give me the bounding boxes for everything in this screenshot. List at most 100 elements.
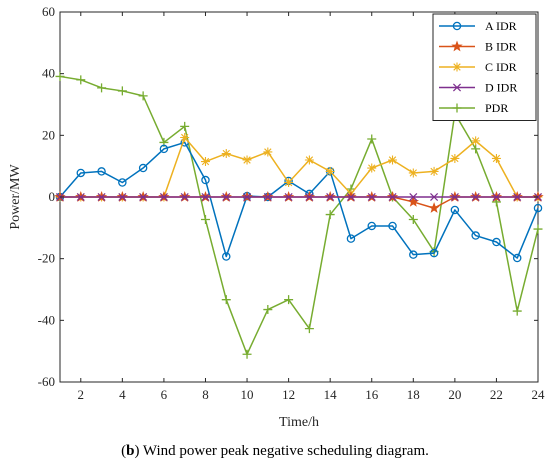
caption-panel-letter: b xyxy=(126,443,135,459)
data-point-shape xyxy=(263,192,272,202)
data-point-shape xyxy=(305,192,314,202)
data-point xyxy=(284,192,293,202)
data-point-shape xyxy=(117,86,127,96)
x-tick-label: 12 xyxy=(282,387,295,402)
data-point xyxy=(325,166,335,176)
data-point-shape xyxy=(118,192,127,202)
legend-marker-shape xyxy=(452,103,462,113)
data-point xyxy=(180,132,190,142)
y-tick-label: -60 xyxy=(38,374,55,389)
data-point xyxy=(180,121,190,131)
legend-marker-shape xyxy=(452,83,462,92)
data-point xyxy=(117,86,127,96)
data-point xyxy=(180,192,189,202)
x-tick-label: 22 xyxy=(490,387,503,402)
data-point-shape xyxy=(388,221,397,231)
data-point-shape xyxy=(409,192,418,202)
data-point xyxy=(533,224,543,234)
data-point xyxy=(221,149,231,159)
data-point xyxy=(304,155,314,165)
data-point xyxy=(346,234,356,243)
x-axis-label: Time/h xyxy=(279,415,319,430)
legend-entry: D IDR xyxy=(439,81,517,95)
legend-marker xyxy=(452,103,462,113)
data-point-shape xyxy=(471,192,480,202)
legend-label: A IDR xyxy=(485,19,517,33)
data-point xyxy=(367,134,377,144)
data-point xyxy=(409,192,418,202)
data-point-shape xyxy=(200,157,210,167)
data-point xyxy=(243,192,252,202)
data-point-shape xyxy=(76,192,85,202)
data-point-shape xyxy=(118,178,127,187)
data-point-shape xyxy=(139,192,148,202)
x-tick-label: 14 xyxy=(324,387,338,402)
data-point-shape xyxy=(450,192,459,202)
x-tick-label: 24 xyxy=(532,387,546,402)
caption-open: ( xyxy=(121,443,127,459)
figure-caption: (b) Wind power peak negative scheduling … xyxy=(0,443,550,460)
data-point xyxy=(367,192,376,202)
data-point-shape xyxy=(408,215,418,225)
legend-label: B IDR xyxy=(485,40,517,54)
data-point-shape xyxy=(325,210,335,220)
x-tick-label: 6 xyxy=(161,387,168,402)
data-point xyxy=(450,192,459,202)
data-point-shape xyxy=(471,136,481,146)
data-point-shape xyxy=(242,155,252,165)
y-tick-label: -40 xyxy=(38,312,55,327)
data-point-shape xyxy=(284,192,293,202)
data-point xyxy=(242,155,252,165)
legend-entry: A IDR xyxy=(439,19,517,33)
data-point xyxy=(471,192,480,202)
data-point-shape xyxy=(471,144,481,154)
legend-entry: C IDR xyxy=(439,60,517,74)
legend-label: PDR xyxy=(485,101,508,115)
data-point xyxy=(346,192,355,202)
data-point-shape xyxy=(201,175,210,185)
data-point-shape xyxy=(97,167,106,176)
data-point xyxy=(76,192,85,202)
data-point xyxy=(305,192,314,202)
data-point-shape xyxy=(450,153,460,163)
x-tick-label: 2 xyxy=(78,387,85,402)
data-point xyxy=(97,83,107,93)
legend-marker xyxy=(451,40,463,52)
data-point xyxy=(325,210,335,220)
data-point xyxy=(491,153,501,163)
data-point-shape xyxy=(512,253,522,263)
legend-marker-shape xyxy=(452,21,462,31)
legend-entry: PDR xyxy=(439,101,508,115)
data-point xyxy=(492,192,501,202)
data-point xyxy=(471,231,480,240)
data-point xyxy=(408,215,418,225)
data-point xyxy=(388,155,398,165)
x-tick-label: 8 xyxy=(202,387,209,402)
data-point xyxy=(118,192,127,202)
data-point xyxy=(367,221,376,231)
data-point xyxy=(138,163,148,173)
legend-label: D IDR xyxy=(485,81,517,95)
data-point xyxy=(159,144,169,154)
data-point xyxy=(222,252,231,261)
data-point-shape xyxy=(325,166,335,176)
data-point-shape xyxy=(76,75,86,85)
data-point-shape xyxy=(367,221,376,231)
data-point-shape xyxy=(97,192,106,202)
data-point-shape xyxy=(491,153,501,163)
x-tick-label: 16 xyxy=(365,387,379,402)
data-point-shape xyxy=(180,192,189,202)
data-point-shape xyxy=(367,134,377,144)
data-point-shape xyxy=(200,215,210,225)
data-point-shape xyxy=(221,149,231,159)
data-point xyxy=(138,91,148,101)
data-point xyxy=(201,192,210,202)
data-point xyxy=(450,205,460,215)
data-point-shape xyxy=(76,168,86,178)
data-point-shape xyxy=(471,231,480,240)
data-point xyxy=(200,215,210,225)
data-point xyxy=(471,136,481,146)
data-point xyxy=(512,253,522,263)
y-tick-label: 40 xyxy=(42,66,55,81)
data-point-shape xyxy=(492,192,501,202)
